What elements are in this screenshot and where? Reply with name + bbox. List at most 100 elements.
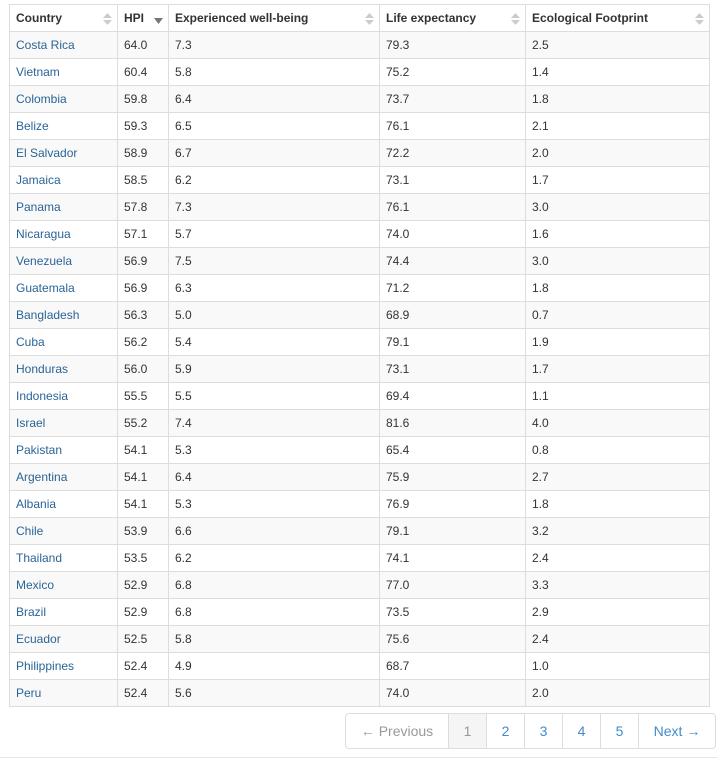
table-row: Vietnam 60.4 5.8 75.2 1.4 bbox=[9, 58, 710, 86]
table-cell: 6.8 bbox=[168, 598, 380, 626]
table-row: Honduras 56.0 5.9 73.1 1.7 bbox=[9, 355, 710, 383]
country-link[interactable]: Bangladesh bbox=[9, 301, 118, 329]
table-row: Bangladesh 56.3 5.0 68.9 0.7 bbox=[9, 301, 710, 329]
table-row: Costa Rica 64.0 7.3 79.3 2.5 bbox=[9, 31, 710, 59]
table-cell: 3.2 bbox=[525, 517, 710, 545]
table-cell: 58.5 bbox=[117, 166, 169, 194]
table-cell: 0.8 bbox=[525, 436, 710, 464]
table-row: Indonesia 55.5 5.5 69.4 1.1 bbox=[9, 382, 710, 410]
country-link[interactable]: Costa Rica bbox=[9, 31, 118, 59]
sort-icon bbox=[511, 13, 520, 25]
sort-icon bbox=[103, 13, 112, 25]
table-cell: 74.1 bbox=[379, 544, 526, 572]
country-link[interactable]: Venezuela bbox=[9, 247, 118, 275]
table-cell: 58.9 bbox=[117, 139, 169, 167]
column-header[interactable]: Ecological Footprint bbox=[525, 4, 710, 32]
country-link[interactable]: Peru bbox=[9, 679, 118, 707]
country-link[interactable]: Cuba bbox=[9, 328, 118, 356]
table-row: Brazil 52.9 6.8 73.5 2.9 bbox=[9, 598, 710, 626]
country-link[interactable]: Vietnam bbox=[9, 58, 118, 86]
table-cell: 68.7 bbox=[379, 652, 526, 680]
table-cell: 52.4 bbox=[117, 679, 169, 707]
table-cell: 2.0 bbox=[525, 679, 710, 707]
page-button[interactable]: 3 bbox=[524, 714, 562, 748]
table-cell: 1.8 bbox=[525, 490, 710, 518]
column-header[interactable]: Experienced well-being bbox=[168, 4, 380, 32]
table-body: Costa Rica 64.0 7.3 79.3 2.5 Vietnam 60.4 5.8 75… bbox=[9, 31, 710, 707]
table-cell: 79.1 bbox=[379, 517, 526, 545]
country-link[interactable]: Philippines bbox=[9, 652, 118, 680]
page-button[interactable]: 5 bbox=[600, 714, 638, 748]
next-button[interactable]: Next → bbox=[638, 714, 715, 748]
table-cell: 5.5 bbox=[168, 382, 380, 410]
country-link[interactable]: El Salvador bbox=[9, 139, 118, 167]
table-cell: 5.8 bbox=[168, 625, 380, 653]
table-cell: 56.0 bbox=[117, 355, 169, 383]
table-cell: 69.4 bbox=[379, 382, 526, 410]
table-cell: 5.3 bbox=[168, 436, 380, 464]
previous-button[interactable]: ← Previous bbox=[360, 723, 434, 739]
country-link[interactable]: Pakistan bbox=[9, 436, 118, 464]
country-link[interactable]: Chile bbox=[9, 517, 118, 545]
table-row: Mexico 52.9 6.8 77.0 3.3 bbox=[9, 571, 710, 599]
column-header[interactable]: HPI bbox=[117, 4, 169, 32]
table-cell: 6.2 bbox=[168, 166, 380, 194]
page-button[interactable]: 4 bbox=[562, 714, 600, 748]
table-cell: 1.4 bbox=[525, 58, 710, 86]
table-cell: 74.0 bbox=[379, 679, 526, 707]
country-link[interactable]: Mexico bbox=[9, 571, 118, 599]
table-row: Guatemala 56.9 6.3 71.2 1.8 bbox=[9, 274, 710, 302]
table-cell: 79.3 bbox=[379, 31, 526, 59]
table-row: Argentina 54.1 6.4 75.9 2.7 bbox=[9, 463, 710, 491]
country-link[interactable]: Panama bbox=[9, 193, 118, 221]
country-link[interactable]: Brazil bbox=[9, 598, 118, 626]
table-cell: 76.9 bbox=[379, 490, 526, 518]
table-row: Nicaragua 57.1 5.7 74.0 1.6 bbox=[9, 220, 710, 248]
table-cell: 7.3 bbox=[168, 193, 380, 221]
table-cell: 52.9 bbox=[117, 598, 169, 626]
country-link[interactable]: Honduras bbox=[9, 355, 118, 383]
country-link[interactable]: Nicaragua bbox=[9, 220, 118, 248]
table-cell: 7.5 bbox=[168, 247, 380, 275]
sort-icon bbox=[365, 13, 374, 25]
table-cell: 73.1 bbox=[379, 355, 526, 383]
country-link[interactable]: Thailand bbox=[9, 544, 118, 572]
table-row: Panama 57.8 7.3 76.1 3.0 bbox=[9, 193, 710, 221]
table-cell: 57.8 bbox=[117, 193, 169, 221]
table-cell: 52.4 bbox=[117, 652, 169, 680]
country-link[interactable]: Guatemala bbox=[9, 274, 118, 302]
table-cell: 7.3 bbox=[168, 31, 380, 59]
country-link[interactable]: Jamaica bbox=[9, 166, 118, 194]
country-link[interactable]: Ecuador bbox=[9, 625, 118, 653]
table-row: El Salvador 58.9 6.7 72.2 2.0 bbox=[9, 139, 710, 167]
country-link[interactable]: Argentina bbox=[9, 463, 118, 491]
column-header[interactable]: Life expectancy bbox=[379, 4, 526, 32]
table-cell: 74.4 bbox=[379, 247, 526, 275]
column-header[interactable]: Country bbox=[9, 4, 118, 32]
country-link[interactable]: Belize bbox=[9, 112, 118, 140]
table-cell: 59.8 bbox=[117, 85, 169, 113]
table-cell: 2.9 bbox=[525, 598, 710, 626]
country-link[interactable]: Indonesia bbox=[9, 382, 118, 410]
table-cell: 72.2 bbox=[379, 139, 526, 167]
table-cell: 5.0 bbox=[168, 301, 380, 329]
country-link[interactable]: Albania bbox=[9, 490, 118, 518]
country-link[interactable]: Colombia bbox=[9, 85, 118, 113]
table-cell: 1.0 bbox=[525, 652, 710, 680]
table-cell: 55.2 bbox=[117, 409, 169, 437]
table-cell: 1.7 bbox=[525, 166, 710, 194]
table-cell: 3.0 bbox=[525, 193, 710, 221]
table-cell: 2.7 bbox=[525, 463, 710, 491]
country-link[interactable]: Israel bbox=[9, 409, 118, 437]
table-cell: 2.5 bbox=[525, 31, 710, 59]
table-row: Israel 55.2 7.4 81.6 4.0 bbox=[9, 409, 710, 437]
table-cell: 81.6 bbox=[379, 409, 526, 437]
page-button[interactable]: 2 bbox=[486, 714, 524, 748]
table-cell: 1.8 bbox=[525, 274, 710, 302]
table-cell: 4.0 bbox=[525, 409, 710, 437]
table-cell: 75.2 bbox=[379, 58, 526, 86]
page-button[interactable]: 1 bbox=[448, 714, 486, 748]
table-cell: 54.1 bbox=[117, 490, 169, 518]
